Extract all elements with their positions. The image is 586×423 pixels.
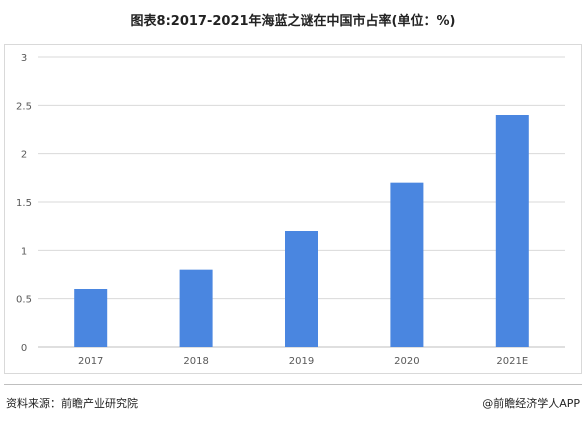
x-tick-label: 2017 bbox=[78, 356, 103, 367]
x-tick-label: 2019 bbox=[289, 356, 314, 367]
x-tick-label: 2021E bbox=[496, 356, 528, 367]
y-tick-label: 0 bbox=[21, 343, 27, 354]
y-axis-ticks: 0 0.5 1 1.5 2 2.5 3 bbox=[16, 53, 32, 354]
y-tick-label: 1.5 bbox=[16, 198, 32, 209]
source-note: 资料来源：前瞻产业研究院 bbox=[6, 397, 138, 410]
chart-title: 图表8:2017-2021年海蓝之谜在中国市占率(单位：%) bbox=[130, 14, 456, 29]
bar-2017 bbox=[74, 289, 108, 347]
chart-frame bbox=[4, 44, 582, 374]
y-tick-label: 2 bbox=[21, 150, 27, 161]
y-tick-label: 0.5 bbox=[16, 295, 32, 306]
bar-2021E bbox=[495, 115, 529, 347]
bar-2020 bbox=[390, 182, 424, 347]
bars bbox=[74, 115, 529, 347]
y-tick-label: 2.5 bbox=[16, 101, 32, 112]
y-tick-label: 1 bbox=[21, 246, 27, 257]
x-axis-ticks: 2017 2018 2019 2020 2021E bbox=[78, 356, 528, 367]
bar-2019 bbox=[285, 231, 318, 347]
x-tick-label: 2018 bbox=[183, 356, 208, 367]
y-tick-label: 3 bbox=[21, 53, 27, 64]
bar-2018 bbox=[179, 269, 213, 347]
x-tick-label: 2020 bbox=[394, 356, 419, 367]
footer-divider bbox=[4, 384, 582, 385]
credit-note: @前瞻经济学人APP bbox=[482, 397, 580, 410]
